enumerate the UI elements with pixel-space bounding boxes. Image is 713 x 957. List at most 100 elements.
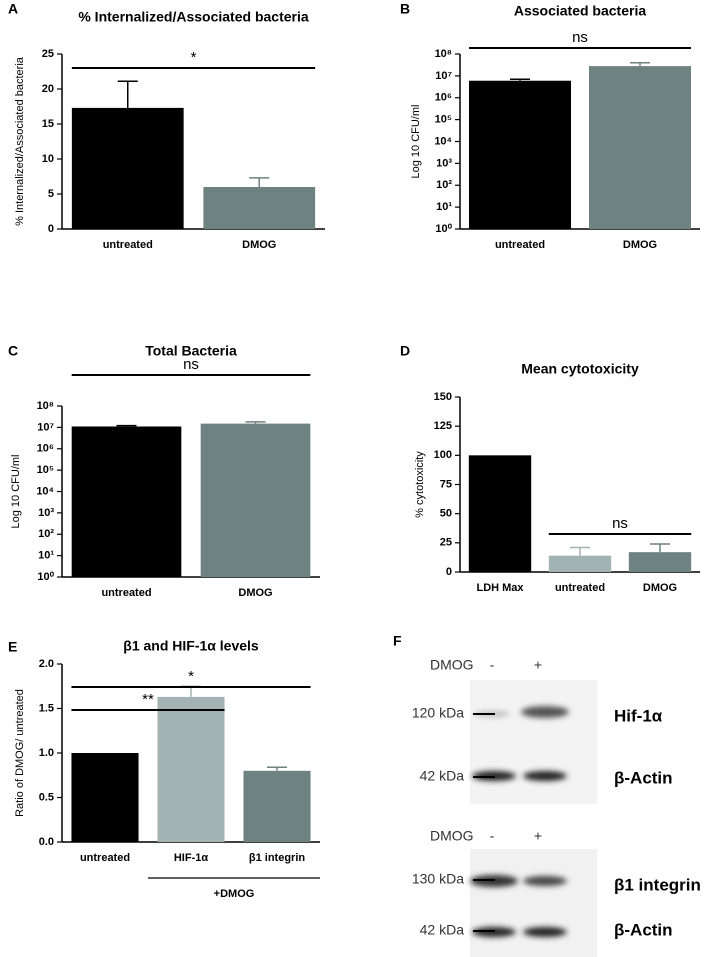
y-tick-label: 10⁶ bbox=[37, 443, 54, 455]
panel-letter: F bbox=[393, 633, 402, 649]
y-tick-label: 25 bbox=[42, 48, 54, 60]
y-tick-label: 20 bbox=[42, 83, 54, 95]
y-tick-label: 10⁰ bbox=[435, 223, 452, 235]
y-tick-label: 10⁷ bbox=[37, 421, 54, 433]
y-tick-label: 10⁵ bbox=[435, 114, 452, 126]
y-axis-label: Ratio of DMOG/ untreated bbox=[14, 689, 26, 817]
marker-label: 120 kDa bbox=[412, 705, 464, 721]
lane-label: + bbox=[534, 828, 542, 844]
protein-label: β-Actin bbox=[614, 920, 673, 939]
band bbox=[523, 876, 567, 886]
blot-image bbox=[470, 849, 597, 957]
y-tick-label: 10⁶ bbox=[435, 92, 452, 104]
y-tick-label: 10² bbox=[436, 179, 452, 191]
y-tick-label: 10⁴ bbox=[434, 135, 452, 147]
x-tick-label: DMOG bbox=[242, 239, 276, 251]
y-tick-label: 10³ bbox=[436, 157, 452, 169]
marker-label: 42 kDa bbox=[420, 768, 465, 784]
y-tick-label: 75 bbox=[440, 478, 452, 490]
bar bbox=[468, 455, 532, 572]
error-bar bbox=[117, 80, 138, 108]
y-axis-label: Log 10 CFU/ml bbox=[410, 105, 422, 179]
lane-label: - bbox=[490, 657, 495, 673]
error-bar bbox=[510, 78, 530, 81]
significance-label: ns bbox=[572, 29, 588, 46]
y-tick-label: 10⁴ bbox=[36, 485, 54, 497]
band bbox=[521, 706, 569, 718]
band bbox=[523, 771, 567, 781]
y-tick-label: 50 bbox=[440, 508, 452, 520]
panel-letter: A bbox=[8, 1, 18, 17]
y-tick-label: 10 bbox=[42, 153, 54, 165]
bar bbox=[469, 80, 571, 230]
panel-letter: C bbox=[8, 343, 18, 359]
chart-title: Associated bacteria bbox=[514, 3, 646, 19]
group-label: +DMOG bbox=[214, 888, 255, 900]
y-tick-label: 10² bbox=[38, 528, 54, 540]
error-bar bbox=[650, 543, 670, 553]
chart-title: β1 and HIF-1α levels bbox=[123, 638, 259, 654]
panel-letter: B bbox=[400, 1, 410, 17]
bar bbox=[71, 753, 139, 842]
y-tick-label: 10⁷ bbox=[435, 70, 452, 82]
error-bar bbox=[245, 421, 266, 424]
x-tick-label: untreated bbox=[495, 239, 545, 251]
y-tick-label: 10¹ bbox=[38, 550, 54, 562]
marker-label: 42 kDa bbox=[420, 922, 465, 938]
y-tick-label: 1.5 bbox=[39, 702, 54, 714]
bar bbox=[157, 696, 225, 842]
error-bar bbox=[116, 424, 137, 427]
error-bar bbox=[630, 61, 650, 67]
bar bbox=[71, 107, 184, 229]
x-tick-label: DMOG bbox=[623, 239, 657, 251]
error-bar bbox=[249, 177, 270, 187]
x-tick-label: HIF-1α bbox=[174, 852, 209, 864]
significance-label: ** bbox=[142, 691, 154, 708]
blot-image bbox=[470, 680, 597, 804]
y-tick-label: 10⁰ bbox=[37, 571, 54, 583]
y-tick-label: 0.5 bbox=[39, 791, 54, 803]
x-tick-label: untreated bbox=[103, 239, 153, 251]
lane-label: + bbox=[534, 657, 542, 673]
bar bbox=[548, 555, 612, 572]
y-tick-label: 10³ bbox=[38, 507, 54, 519]
band bbox=[523, 927, 567, 937]
significance-label: * bbox=[188, 668, 194, 685]
protein-label: Hif-1α bbox=[614, 706, 663, 725]
y-tick-label: 15 bbox=[42, 118, 54, 130]
y-tick-label: 5 bbox=[48, 188, 54, 200]
x-tick-label: untreated bbox=[555, 582, 605, 594]
x-tick-label: DMOG bbox=[238, 587, 272, 599]
blot-panel: F DMOG - + 120 kDa 42 kDa Hif-1α β-Actin… bbox=[393, 633, 701, 957]
y-tick-label: 10⁸ bbox=[435, 48, 452, 60]
bar bbox=[203, 187, 316, 229]
y-tick-label: 100 bbox=[434, 449, 452, 461]
y-tick-label: 125 bbox=[434, 420, 452, 432]
bar bbox=[628, 552, 692, 572]
protein-label: β-Actin bbox=[614, 768, 673, 787]
bar bbox=[243, 770, 311, 842]
bar bbox=[589, 66, 691, 229]
y-tick-label: 10⁵ bbox=[37, 464, 54, 476]
condition-label: DMOG bbox=[430, 828, 474, 844]
chart-title: % Internalized/Associated bacteria bbox=[78, 9, 309, 25]
y-tick-label: 25 bbox=[440, 537, 452, 549]
x-tick-label: untreated bbox=[101, 587, 151, 599]
y-tick-label: 1.0 bbox=[39, 747, 54, 759]
marker-label: 130 kDa bbox=[412, 871, 464, 887]
lane-label: - bbox=[490, 828, 495, 844]
x-tick-label: DMOG bbox=[643, 582, 677, 594]
y-tick-label: 0.0 bbox=[39, 836, 54, 848]
y-axis-label: Log 10 CFU/ml bbox=[10, 455, 22, 529]
x-tick-label: LDH Max bbox=[476, 582, 524, 594]
y-axis-label: % cytotoxicity bbox=[414, 451, 426, 518]
condition-label: DMOG bbox=[430, 657, 474, 673]
y-axis-label: % Internalized/Associated bacteria bbox=[14, 56, 26, 226]
x-tick-label: β1 integrin bbox=[249, 852, 306, 864]
y-tick-label: 0 bbox=[48, 223, 54, 235]
bar bbox=[200, 423, 311, 577]
chart-title: Mean cytotoxicity bbox=[521, 361, 639, 377]
protein-label: β1 integrin bbox=[614, 875, 701, 894]
chart-title: Total Bacteria bbox=[145, 343, 237, 359]
